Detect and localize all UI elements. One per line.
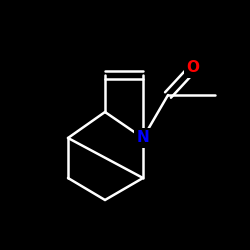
- Text: N: N: [136, 130, 149, 146]
- Text: O: O: [186, 60, 200, 76]
